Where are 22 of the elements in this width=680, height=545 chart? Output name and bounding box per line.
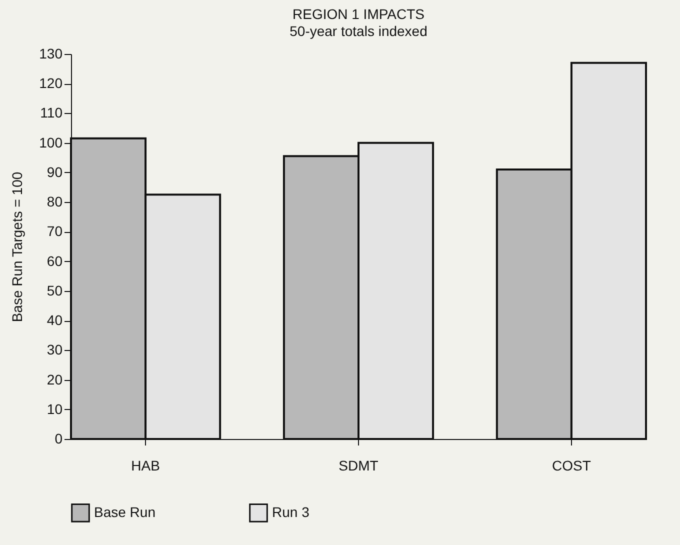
y-axis-title: Base Run Targets = 100 <box>9 172 26 322</box>
chart-subtitle: 50-year totals indexed <box>290 23 428 39</box>
x-tick-label: SDMT <box>338 458 379 474</box>
y-tick-label: 130 <box>39 46 63 62</box>
chart-title: REGION 1 IMPACTS <box>292 6 424 22</box>
y-tick-label: 120 <box>39 75 63 92</box>
y-tick-label: 110 <box>40 104 63 121</box>
legend-label: Base Run <box>94 504 156 520</box>
y-tick-label: 20 <box>46 371 63 388</box>
y-tick-label: 50 <box>46 282 63 298</box>
x-tick-label: HAB <box>131 458 160 474</box>
y-tick-label: 10 <box>46 400 63 417</box>
y-tick-label: 80 <box>46 194 63 210</box>
y-tick-label: 60 <box>46 252 63 269</box>
y-tick-label: 40 <box>46 312 63 328</box>
y-tick-label: 100 <box>39 134 63 150</box>
y-tick-label: 90 <box>46 164 63 180</box>
y-tick-label: 70 <box>46 223 63 240</box>
x-tick-label: COST <box>552 458 592 474</box>
legend-label: Run 3 <box>272 504 310 520</box>
y-tick-label: 30 <box>46 342 63 358</box>
y-tick-label: 0 <box>54 430 63 446</box>
